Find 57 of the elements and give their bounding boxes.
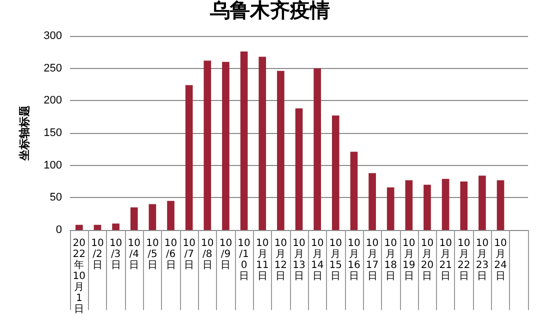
x-tick-label: 10/4日 <box>128 238 140 271</box>
y-tick-label: 200 <box>44 94 62 107</box>
bar <box>148 204 156 230</box>
x-tick-label: 2022年10月1日 <box>72 238 86 315</box>
x-tick-label: 10/8日 <box>201 238 214 271</box>
bar <box>424 184 431 230</box>
x-tick-label: 10/5日 <box>146 238 159 271</box>
bar <box>240 52 248 230</box>
x-tick-label: 10月12日 <box>274 238 288 282</box>
x-tick-label: 10月23日 <box>476 238 489 282</box>
bar <box>167 200 174 230</box>
bar <box>75 224 83 230</box>
bar <box>368 173 376 230</box>
x-tick-label: 10/6日 <box>164 238 178 271</box>
bar <box>332 116 340 230</box>
bar <box>295 108 303 230</box>
bar <box>460 182 468 230</box>
bar <box>277 70 284 230</box>
x-tick-label: 10/9日 <box>219 238 232 271</box>
x-tick-label: 10/2日 <box>91 238 104 271</box>
bar <box>386 187 394 230</box>
x-tick-label: 10月24日 <box>494 238 507 282</box>
y-tick-label: 250 <box>44 62 62 74</box>
bar <box>314 68 321 230</box>
bar <box>478 176 486 230</box>
bar <box>405 180 413 230</box>
chart-title: 乌鲁木齐疫情 <box>209 0 330 22</box>
x-tick-label: 10月16日 <box>348 238 360 282</box>
x-tick-label: 10月15日 <box>329 238 342 282</box>
x-tick-label: 10月19日 <box>402 238 416 282</box>
bar <box>442 178 450 230</box>
bar <box>112 224 120 230</box>
x-tick-label: 10月13日 <box>292 238 306 282</box>
x-tick-label: 10/7日 <box>182 238 196 271</box>
x-tick-label: 10月22日 <box>458 238 470 282</box>
x-tick-label: 10月18日 <box>384 238 397 282</box>
bar <box>204 60 212 230</box>
bar <box>496 180 504 230</box>
x-tick-label: 10月21日 <box>439 238 452 282</box>
y-axis-title: 坐标轴标题 <box>18 106 31 162</box>
bar <box>130 207 138 230</box>
x-tick-label: 10月14日 <box>310 238 324 282</box>
bar <box>94 224 102 230</box>
bar <box>222 62 230 230</box>
x-tick-label: 10/3日 <box>109 238 122 271</box>
x-tick-label: 10月11日 <box>256 238 269 282</box>
y-tick-label: 50 <box>50 192 62 204</box>
y-tick-label: 300 <box>44 30 62 42</box>
x-tick-label: 10月17日 <box>366 238 379 282</box>
x-tick-label: 10月20日 <box>420 238 434 282</box>
bar <box>185 85 193 230</box>
x-tick-label: 10/10日 <box>238 238 250 282</box>
bar <box>350 152 358 230</box>
y-tick-label: 100 <box>44 159 62 172</box>
y-tick-label: 0 <box>56 224 62 236</box>
y-tick-label: 150 <box>44 127 62 139</box>
bar <box>258 56 266 230</box>
